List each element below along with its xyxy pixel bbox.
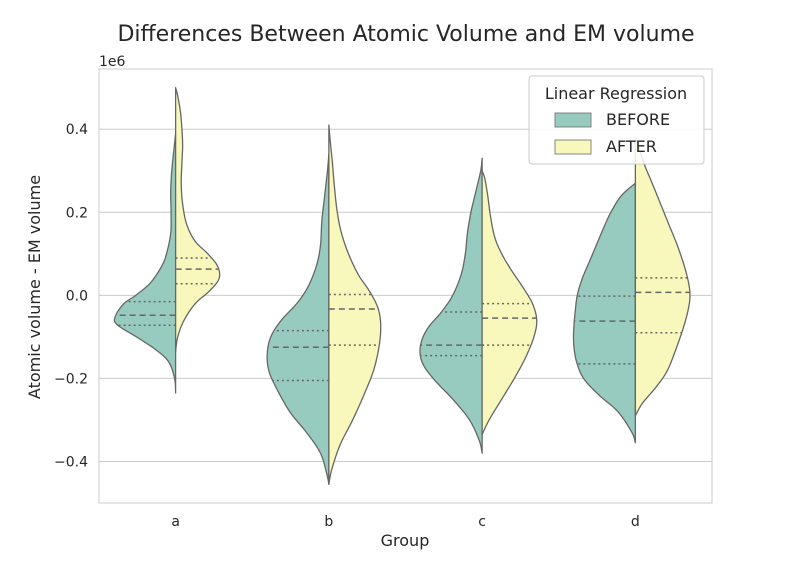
violin-half-after-a bbox=[174, 87, 221, 353]
violin-half-after-b bbox=[328, 124, 382, 485]
y-tick-label: 0.4 bbox=[66, 122, 88, 138]
x-tick-label: d bbox=[631, 514, 640, 530]
legend-swatch-after bbox=[554, 139, 592, 155]
x-tick-label: b bbox=[324, 514, 333, 530]
x-tick-label: c bbox=[478, 514, 486, 530]
legend: Linear Regression BEFORE AFTER bbox=[528, 75, 705, 165]
violin-half-after-c bbox=[481, 170, 538, 436]
y-tick-label: −0.2 bbox=[54, 371, 88, 387]
y-tick-label: 0.2 bbox=[66, 205, 88, 221]
violins bbox=[113, 87, 691, 485]
y-tick-labels: −0.4 −0.2 0.0 0.2 0.4 bbox=[54, 122, 88, 470]
y-tick-label: −0.4 bbox=[54, 454, 88, 470]
violin-half-before-c bbox=[419, 157, 483, 454]
chart-title: Differences Between Atomic Volume and EM… bbox=[117, 22, 694, 47]
legend-label-after: AFTER bbox=[606, 137, 657, 156]
violin-half-before-b bbox=[266, 153, 330, 485]
y-axis-label: Atomic volume - EM volume bbox=[25, 175, 44, 399]
legend-swatch-before bbox=[554, 112, 592, 128]
legend-title: Linear Regression bbox=[545, 84, 687, 103]
x-axis-label: Group bbox=[381, 531, 430, 550]
violin-half-before-d bbox=[572, 182, 637, 444]
x-tick-labels: a b c d bbox=[171, 514, 639, 530]
plot-frame bbox=[98, 68, 713, 504]
violin-half-before-a bbox=[113, 132, 177, 394]
y-tick-label: 0.0 bbox=[66, 288, 88, 304]
x-tick-label: a bbox=[171, 514, 180, 530]
legend-label-before: BEFORE bbox=[606, 110, 670, 129]
violin-half-after-d bbox=[634, 136, 691, 417]
y-scale-offset-label: 1e6 bbox=[99, 54, 126, 70]
